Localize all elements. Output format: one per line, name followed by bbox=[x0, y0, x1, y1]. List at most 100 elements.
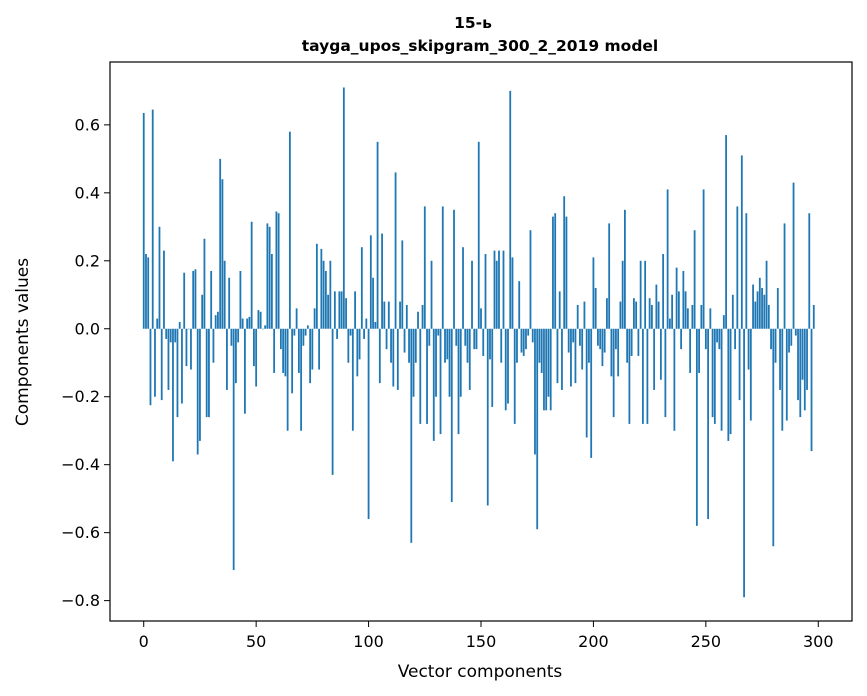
x-tick-label-50: 50 bbox=[246, 632, 266, 651]
bar-229 bbox=[657, 301, 660, 329]
bar-151 bbox=[482, 328, 485, 356]
bar-164 bbox=[511, 257, 514, 329]
bar-127 bbox=[428, 328, 431, 346]
bar-67 bbox=[293, 328, 296, 336]
bar-193 bbox=[576, 304, 579, 329]
bar-64 bbox=[286, 328, 289, 431]
bar-120 bbox=[412, 328, 415, 397]
bar-190 bbox=[570, 328, 572, 387]
bar-239 bbox=[680, 328, 683, 350]
bar-145 bbox=[468, 328, 471, 390]
bar-26 bbox=[201, 294, 204, 329]
bar-159 bbox=[500, 328, 503, 363]
bar-296 bbox=[808, 213, 811, 329]
bar-69 bbox=[297, 328, 300, 373]
bar-10 bbox=[165, 328, 168, 339]
bar-20 bbox=[187, 328, 190, 330]
bar-109 bbox=[387, 301, 390, 329]
bar-180 bbox=[547, 328, 550, 397]
bar-80 bbox=[322, 260, 325, 329]
bar-172 bbox=[529, 230, 532, 329]
bar-166 bbox=[516, 328, 518, 363]
bar-34 bbox=[219, 158, 222, 329]
bar-165 bbox=[513, 328, 516, 424]
bar-62 bbox=[282, 328, 285, 373]
bar-96 bbox=[358, 328, 361, 360]
bar-268 bbox=[745, 213, 748, 329]
bar-168 bbox=[520, 328, 523, 353]
bar-198 bbox=[588, 328, 590, 363]
bar-183 bbox=[554, 213, 557, 329]
bar-21 bbox=[190, 328, 192, 370]
bar-184 bbox=[556, 328, 559, 384]
bar-238 bbox=[677, 291, 680, 329]
bar-189 bbox=[567, 328, 570, 353]
bar-267 bbox=[743, 328, 745, 598]
bar-0 bbox=[142, 112, 145, 329]
bar-37 bbox=[226, 328, 228, 390]
bar-107 bbox=[383, 301, 386, 329]
bar-118 bbox=[408, 328, 410, 363]
bar-152 bbox=[484, 254, 487, 329]
bar-104 bbox=[376, 141, 379, 329]
bar-85 bbox=[333, 291, 336, 329]
bar-128 bbox=[430, 260, 433, 329]
bar-68 bbox=[295, 308, 298, 329]
bar-178 bbox=[543, 328, 545, 411]
bar-284 bbox=[781, 328, 784, 431]
bar-116 bbox=[403, 328, 406, 353]
bar-129 bbox=[432, 328, 435, 441]
bar-43 bbox=[239, 270, 242, 329]
bar-216 bbox=[628, 328, 631, 424]
bar-226 bbox=[650, 304, 653, 329]
bar-278 bbox=[767, 304, 770, 329]
bar-292 bbox=[799, 328, 802, 418]
bar-272 bbox=[754, 301, 757, 329]
bar-228 bbox=[655, 284, 658, 329]
bar-47 bbox=[248, 316, 251, 329]
bar-283 bbox=[779, 328, 781, 390]
bar-9 bbox=[163, 250, 165, 329]
bar-59 bbox=[275, 211, 278, 329]
x-tick-label-100: 100 bbox=[353, 632, 384, 651]
bar-39 bbox=[230, 328, 233, 346]
bar-219 bbox=[635, 301, 638, 329]
bar-143 bbox=[464, 328, 467, 346]
bar-50 bbox=[255, 328, 258, 387]
bar-74 bbox=[309, 328, 312, 384]
bar-132 bbox=[439, 328, 442, 435]
bar-290 bbox=[794, 328, 797, 336]
bar-18 bbox=[183, 272, 186, 329]
bar-231 bbox=[662, 254, 665, 329]
bar-288 bbox=[790, 328, 793, 346]
bar-124 bbox=[421, 304, 424, 329]
bar-285 bbox=[783, 223, 786, 329]
bar-89 bbox=[342, 87, 345, 329]
bar-25 bbox=[199, 328, 201, 441]
bar-250 bbox=[704, 328, 707, 350]
bar-75 bbox=[311, 328, 314, 370]
bar-125 bbox=[423, 206, 426, 329]
bar-103 bbox=[374, 321, 377, 329]
bar-32 bbox=[214, 315, 217, 329]
bar-138 bbox=[453, 209, 455, 329]
bar-205 bbox=[603, 328, 606, 353]
bar-160 bbox=[502, 250, 505, 329]
bar-102 bbox=[372, 277, 374, 329]
bar-177 bbox=[540, 328, 543, 373]
bar-241 bbox=[684, 291, 687, 329]
bar-176 bbox=[538, 328, 541, 363]
bar-251 bbox=[707, 328, 709, 520]
bar-2 bbox=[147, 257, 150, 329]
bar-167 bbox=[518, 281, 521, 329]
bar-12 bbox=[169, 328, 172, 343]
bar-126 bbox=[426, 328, 428, 424]
bar-49 bbox=[253, 328, 255, 367]
bar-52 bbox=[259, 311, 262, 329]
y-tick-label-4: 0.0 bbox=[75, 319, 100, 338]
bar-83 bbox=[329, 260, 332, 329]
bar-77 bbox=[315, 243, 318, 329]
bar-123 bbox=[419, 328, 422, 424]
bar-254 bbox=[713, 328, 716, 424]
bar-146 bbox=[471, 260, 473, 329]
